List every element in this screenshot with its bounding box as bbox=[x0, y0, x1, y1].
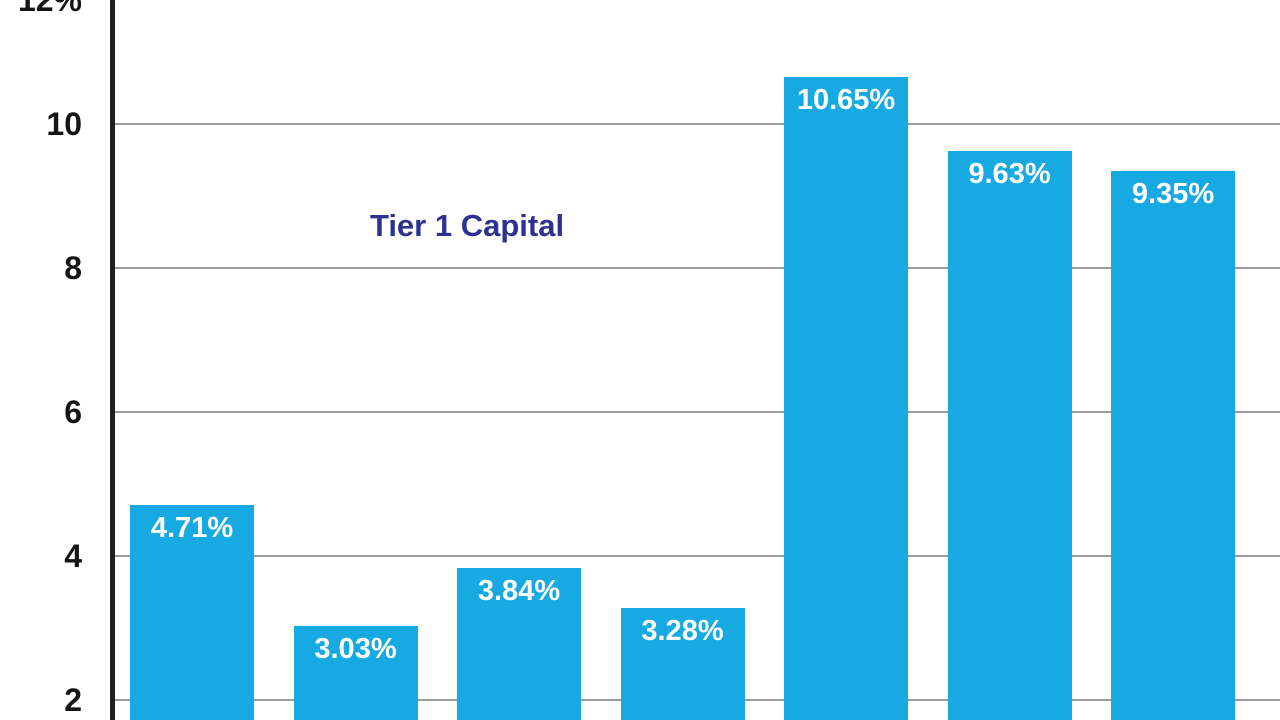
bar-value-label: 9.35% bbox=[1131, 177, 1215, 210]
y-axis-line bbox=[110, 0, 115, 720]
bar bbox=[457, 567, 581, 720]
bar-value-label: 4.71% bbox=[150, 511, 234, 544]
bar-value-label: 3.84% bbox=[477, 574, 561, 607]
y-tick-label: 2 bbox=[64, 682, 82, 718]
chart-title: Tier 1 Capital bbox=[369, 208, 565, 243]
bar bbox=[130, 504, 254, 720]
bar bbox=[947, 150, 1072, 720]
bar bbox=[620, 607, 745, 720]
bar bbox=[293, 625, 418, 720]
bar bbox=[784, 77, 908, 720]
y-tick-label: 8 bbox=[64, 250, 82, 286]
bar-value-label: 3.28% bbox=[641, 614, 724, 647]
y-tick-label: 10 bbox=[46, 106, 82, 142]
bar-value-label: 10.65% bbox=[796, 84, 896, 117]
y-tick-label: 12% bbox=[17, 0, 82, 18]
bar bbox=[1111, 170, 1235, 720]
bar-value-label: 9.63% bbox=[968, 157, 1051, 190]
y-tick-label: 6 bbox=[64, 394, 82, 430]
gridline bbox=[110, 267, 1280, 269]
gridline bbox=[110, 411, 1280, 413]
y-tick-label: 4 bbox=[64, 538, 82, 574]
gridline bbox=[110, 555, 1280, 557]
gridline bbox=[110, 123, 1280, 125]
bar-value-label: 3.03% bbox=[314, 632, 397, 665]
